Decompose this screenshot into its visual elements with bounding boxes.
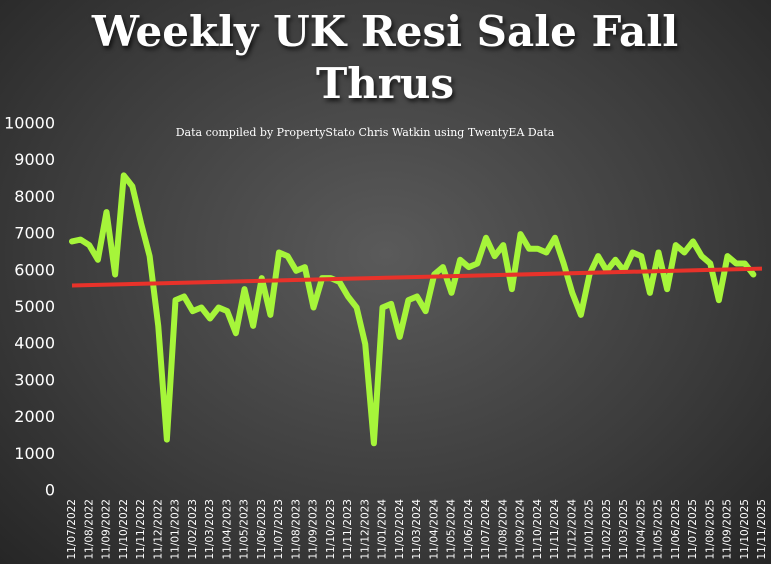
trend-line: [71, 266, 763, 288]
x-tick-label: 11/11/2025: [756, 499, 768, 560]
x-tick-label: 11/09/2024: [515, 499, 527, 560]
x-tick-label: 11/09/2025: [722, 499, 734, 560]
y-tick-label: 0: [45, 481, 55, 500]
x-tick-label: 11/10/2024: [532, 499, 544, 560]
y-tick-label: 9000: [14, 150, 55, 169]
chart-title: Weekly UK Resi Sale Fall Thrus: [91, 7, 679, 108]
y-tick-label: 2000: [14, 407, 55, 426]
x-tick-label: 11/08/2025: [704, 499, 716, 560]
x-tick-label: 11/09/2022: [101, 499, 113, 560]
y-tick-label: 8000: [14, 187, 55, 206]
y-tick-label: 10000: [4, 114, 55, 133]
y-tick-label: 5000: [14, 297, 55, 316]
x-tick-label: 11/02/2023: [187, 499, 199, 560]
y-tick-label: 3000: [14, 370, 55, 389]
x-tick-label: 11/08/2023: [290, 499, 302, 560]
x-tick-label: 11/06/2024: [463, 499, 475, 560]
x-tick-label: 11/07/2024: [480, 499, 492, 560]
y-tick-label: 4000: [14, 334, 55, 353]
x-tick-label: 11/11/2022: [135, 499, 147, 560]
x-tick-label: 11/07/2025: [687, 499, 699, 560]
data-line: [69, 172, 757, 447]
x-tick-label: 11/02/2025: [601, 499, 613, 560]
x-tick-label: 11/03/2025: [618, 499, 630, 560]
x-tick-label: 11/10/2025: [739, 499, 751, 560]
x-tick-label: 11/09/2023: [308, 499, 320, 560]
x-tick-label: 11/06/2025: [670, 499, 682, 560]
x-tick-label: 11/10/2022: [118, 499, 130, 560]
x-tick-label: 11/10/2023: [325, 499, 337, 560]
x-tick-label: 11/04/2025: [635, 499, 647, 560]
subtitle: Data compiled by PropertyStato Chris Wat…: [176, 126, 555, 139]
x-tick-label: 11/07/2023: [273, 499, 285, 560]
x-tick-label: 11/08/2022: [83, 499, 95, 560]
x-tick-label: 11/07/2022: [66, 499, 78, 560]
x-tick-label: 11/02/2024: [394, 499, 406, 560]
x-tick-label: 11/11/2024: [549, 499, 561, 560]
x-tick-label: 11/08/2024: [497, 499, 509, 560]
x-tick-label: 11/04/2023: [221, 499, 233, 560]
y-tick-label: 7000: [14, 224, 55, 243]
x-tick-label: 11/05/2025: [653, 499, 665, 560]
x-tick-label: 11/03/2023: [204, 499, 216, 560]
x-tick-label: 11/01/2024: [377, 499, 389, 560]
x-tick-label: 11/06/2023: [256, 499, 268, 560]
x-tick-label: 11/04/2024: [428, 499, 440, 560]
x-tick-label: 11/12/2023: [359, 499, 371, 560]
x-tick-label: 11/05/2024: [446, 499, 458, 560]
x-tick-label: 11/01/2023: [170, 499, 182, 560]
y-tick-label: 1000: [14, 444, 55, 463]
x-tick-label: 11/01/2025: [584, 499, 596, 560]
x-tick-label: 11/12/2024: [566, 499, 578, 560]
x-tick-label: 11/05/2023: [239, 499, 251, 560]
y-tick-label: 6000: [14, 260, 55, 279]
x-tick-label: 11/03/2024: [411, 499, 423, 560]
x-tick-label: 11/11/2023: [342, 499, 354, 560]
x-tick-label: 11/12/2022: [152, 499, 164, 560]
